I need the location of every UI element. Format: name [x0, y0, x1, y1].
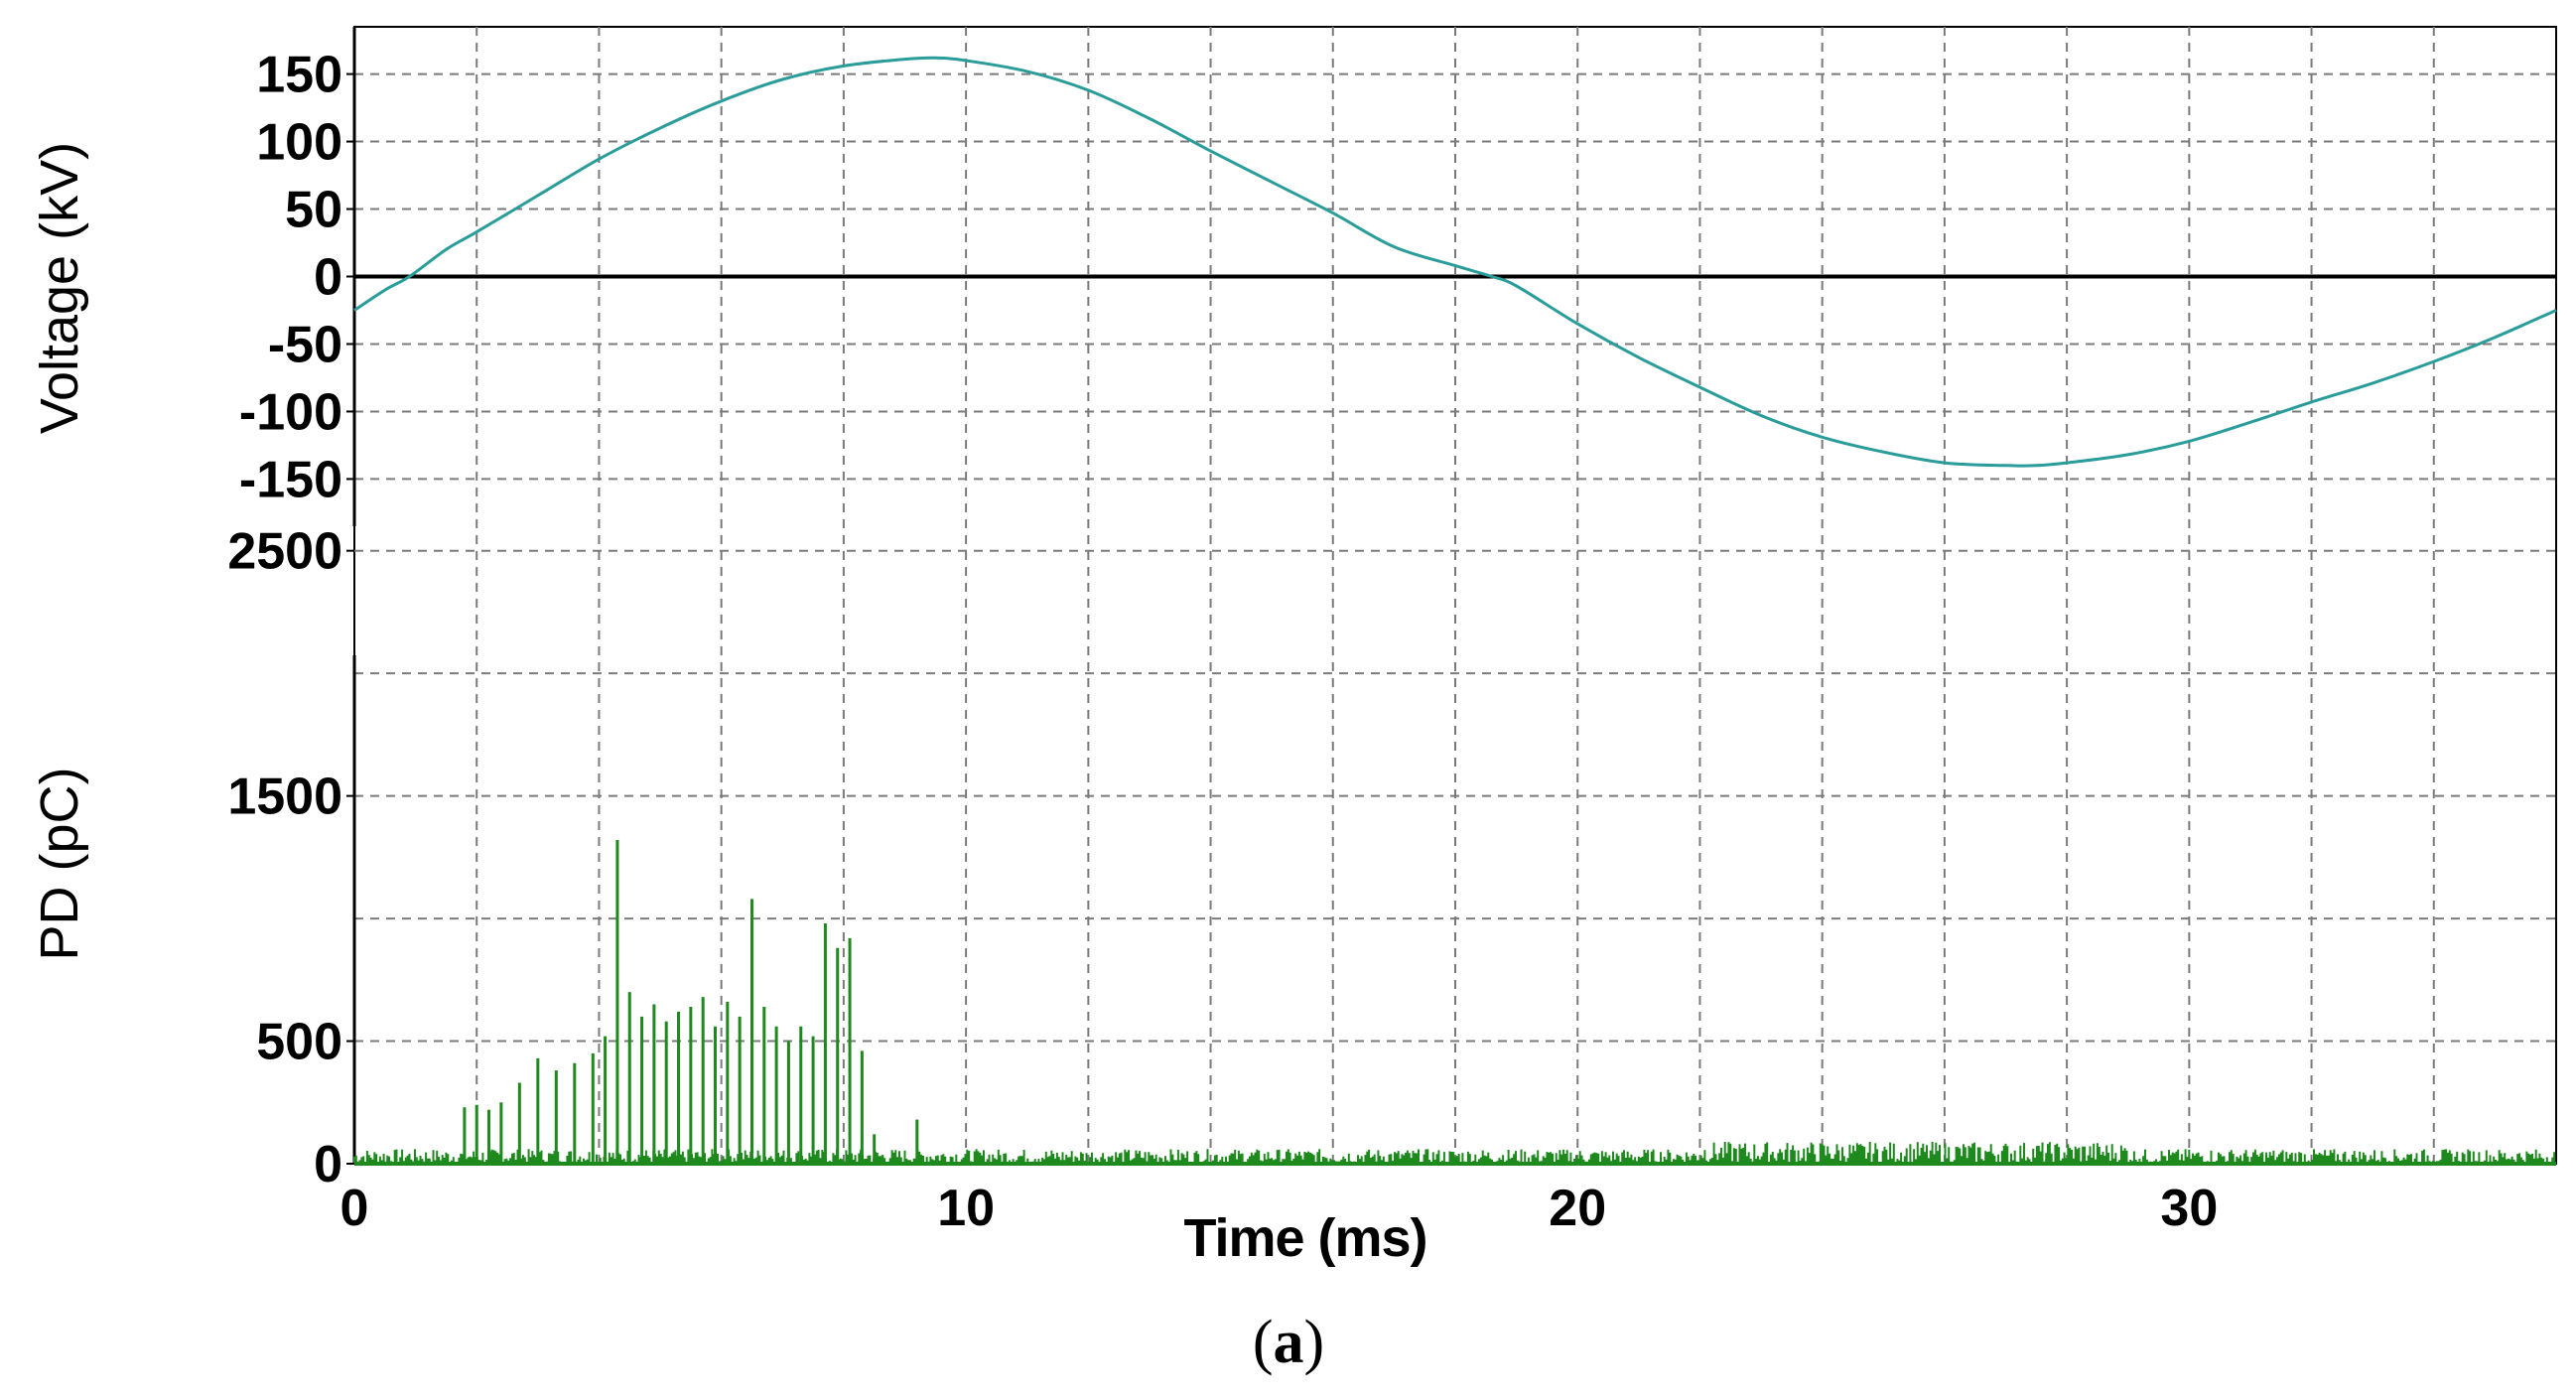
- voltage-tick-label: -100: [239, 383, 342, 441]
- pd-plot: [353, 840, 2556, 1166]
- voltage-tick-label: 0: [314, 249, 342, 307]
- voltage-axis-title: Voltage (kV): [30, 142, 89, 434]
- panel-label: a: [1274, 1309, 1304, 1376]
- voltage-plot: [353, 56, 2557, 468]
- pd-tick-label: 2500: [227, 523, 342, 581]
- time-axis-title: Time (ms): [1183, 1208, 1426, 1268]
- voltage-tick-label: 50: [285, 182, 342, 239]
- time-tick-label: 10: [937, 1180, 995, 1237]
- voltage-tick-label: 100: [256, 114, 342, 172]
- pd-axis-title: PD (pC): [30, 767, 89, 960]
- voltage-tick-label: -150: [239, 451, 342, 508]
- pd-tick-label: 1500: [227, 769, 342, 826]
- time-tick-label: 0: [340, 1180, 369, 1237]
- time-tick-label: 20: [1549, 1180, 1606, 1237]
- pd-tick-label: 0: [314, 1136, 342, 1193]
- voltage-tick-label: 150: [256, 47, 342, 104]
- pd-tick-label: 500: [256, 1014, 342, 1071]
- grid-layer: [352, 27, 2556, 1164]
- voltage-series-line: [353, 56, 2557, 468]
- panel-caption: (a): [1253, 1309, 1324, 1376]
- time-tick-label: 30: [2160, 1180, 2218, 1237]
- voltage-tick-label: -50: [268, 316, 342, 373]
